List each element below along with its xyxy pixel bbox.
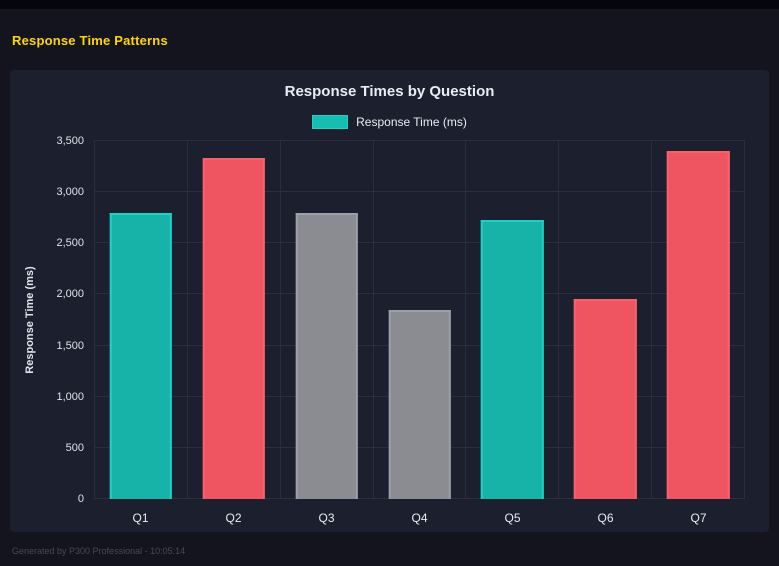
x-tick-label: Q5 bbox=[504, 511, 521, 525]
legend-item[interactable]: Response Time (ms) bbox=[10, 115, 769, 129]
gridline bbox=[94, 140, 745, 141]
x-axis-labels: Q1 Q2 Q3 Q4 Q5 Q6 Q7 bbox=[94, 511, 745, 525]
chart-column bbox=[372, 141, 466, 499]
footer-text: Generated by P300 Professional - 10:05:1… bbox=[12, 546, 186, 556]
y-tick-label: 3,500 bbox=[56, 135, 84, 147]
page-title: Response Time Patterns bbox=[12, 33, 168, 48]
chart-column bbox=[94, 141, 187, 499]
plot-area bbox=[94, 140, 746, 499]
y-tick-label: 0 bbox=[77, 493, 84, 505]
gridline bbox=[94, 191, 745, 193]
bar-q3[interactable] bbox=[295, 212, 358, 499]
x-tick-label: Q2 bbox=[225, 511, 242, 525]
chart-column bbox=[465, 141, 558, 499]
x-tick-label: Q4 bbox=[411, 511, 428, 525]
bar-q5[interactable] bbox=[481, 219, 544, 499]
x-tick-label: Q3 bbox=[318, 511, 335, 525]
y-axis-ticks: 0 500 1,000 1,500 2,000 2,500 3,000 3,500 bbox=[18, 135, 84, 505]
legend-swatch bbox=[312, 115, 349, 129]
chart-title: Response Times by Question bbox=[284, 83, 495, 100]
bar-q2[interactable] bbox=[202, 158, 266, 499]
y-tick-label: 500 bbox=[65, 441, 84, 454]
y-tick-label: 1,000 bbox=[56, 390, 84, 403]
x-tick-label: Q6 bbox=[597, 511, 614, 525]
gridline bbox=[94, 293, 745, 295]
legend-label: Response Time (ms) bbox=[356, 115, 467, 129]
chart-column bbox=[186, 141, 280, 499]
bar-q7[interactable] bbox=[666, 151, 730, 499]
bar-q6[interactable] bbox=[573, 298, 637, 499]
columns bbox=[94, 141, 746, 499]
bar-q4[interactable] bbox=[388, 309, 451, 499]
bar-q1[interactable] bbox=[109, 212, 173, 499]
x-tick-label: Q7 bbox=[690, 511, 707, 525]
top-strip bbox=[0, 0, 779, 9]
y-tick-label: 3,000 bbox=[56, 186, 84, 199]
chart-column bbox=[558, 141, 651, 499]
x-tick-label: Q1 bbox=[132, 511, 149, 525]
chart-panel: Response Times by Question Response Time… bbox=[10, 70, 769, 532]
y-tick-label: 1,500 bbox=[56, 339, 84, 352]
chart-column bbox=[279, 141, 373, 499]
y-tick-label: 2,000 bbox=[56, 288, 84, 301]
chart-column bbox=[651, 141, 746, 499]
y-tick-label: 2,500 bbox=[56, 237, 84, 250]
gridline bbox=[94, 242, 745, 244]
